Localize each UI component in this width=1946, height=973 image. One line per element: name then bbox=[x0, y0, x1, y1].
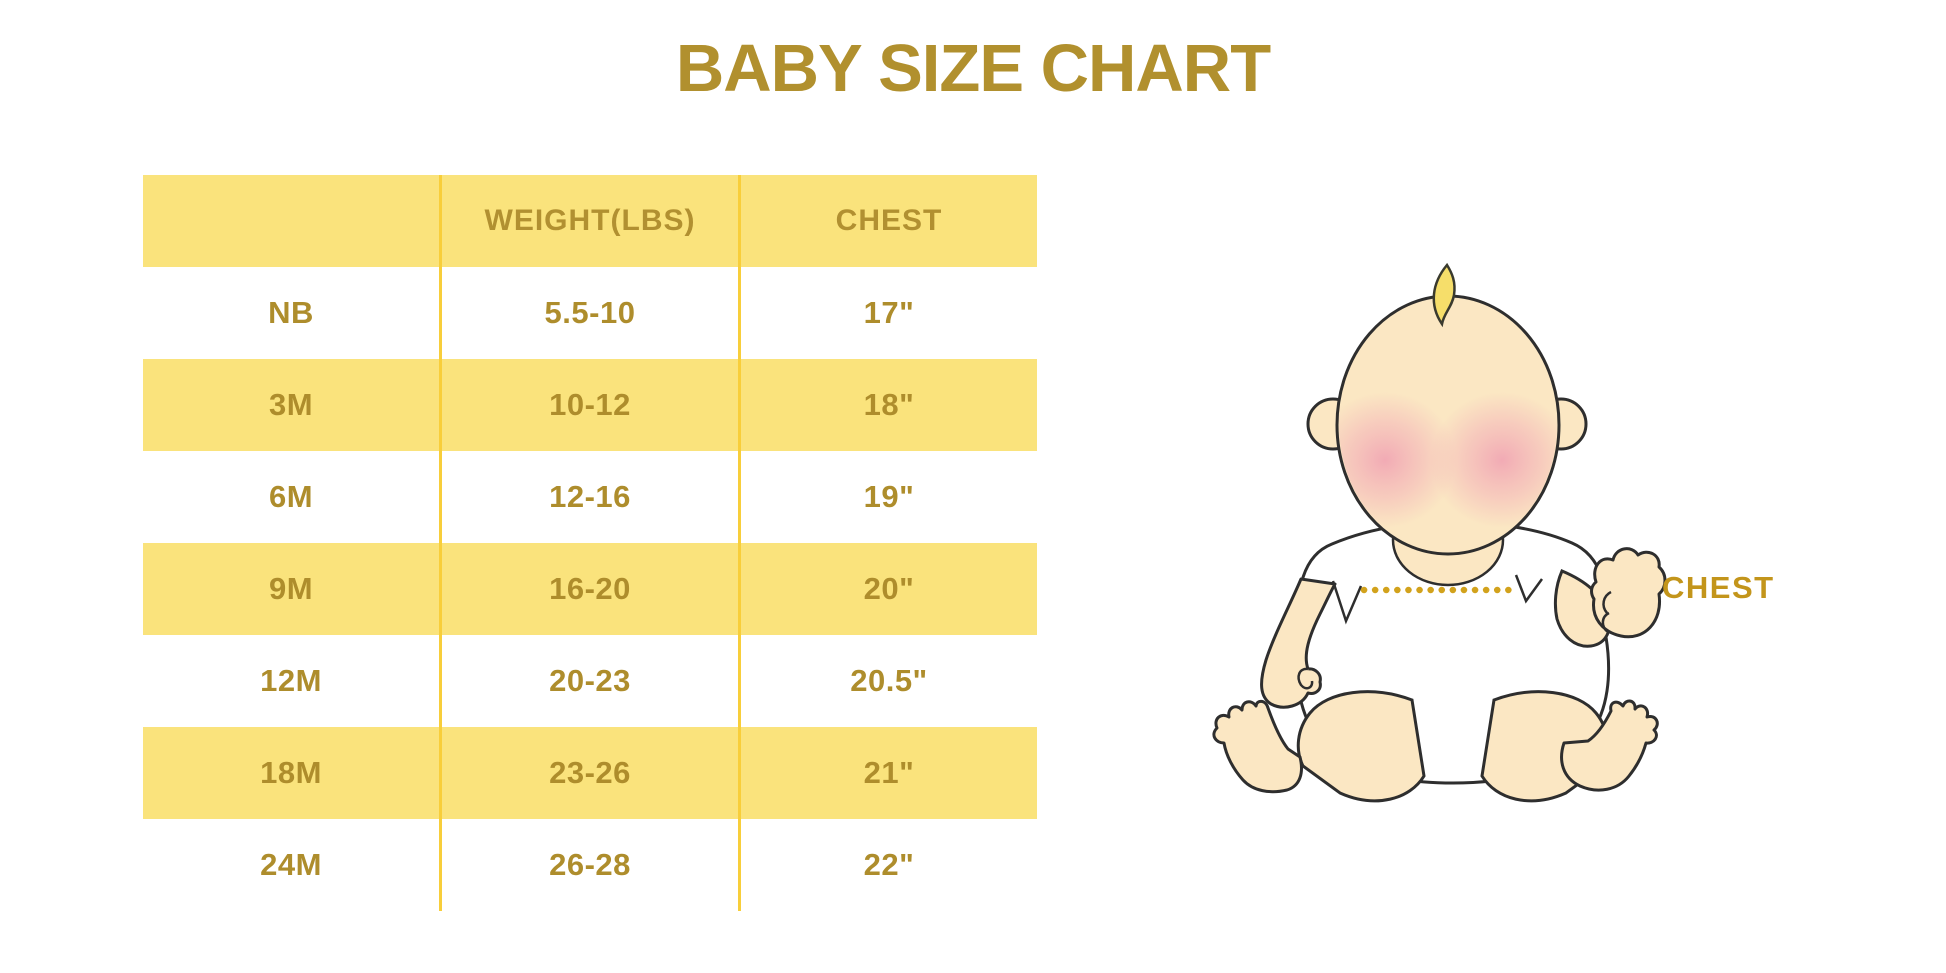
baby-hair-tuft bbox=[1432, 262, 1456, 328]
header-chest: CHEST bbox=[738, 175, 1037, 267]
weight-value: 26-28 bbox=[439, 819, 738, 911]
right-sleeve-notch bbox=[1514, 574, 1544, 604]
table-row: 12M 20-23 20.5" bbox=[143, 635, 1037, 727]
weight-value: 20-23 bbox=[439, 635, 738, 727]
baby-illustration bbox=[1212, 262, 1667, 803]
baby-arm-left bbox=[1260, 577, 1337, 709]
baby-leg-left bbox=[1296, 690, 1426, 803]
baby-fist-knuckle-1 bbox=[1602, 590, 1612, 614]
table-row: 18M 23-26 21" bbox=[143, 727, 1037, 819]
weight-value: 23-26 bbox=[439, 727, 738, 819]
chest-value: 21" bbox=[738, 727, 1037, 819]
chest-value: 17" bbox=[738, 267, 1037, 359]
header-size bbox=[143, 175, 439, 267]
left-sleeve-notch bbox=[1331, 580, 1363, 625]
baby-hand-left-finger bbox=[1297, 667, 1314, 690]
table-row: 3M 10-12 18" bbox=[143, 359, 1037, 451]
size-value: 18M bbox=[260, 755, 322, 790]
weight-value: 10-12 bbox=[439, 359, 738, 451]
header-weight: WEIGHT(LBS) bbox=[439, 175, 738, 267]
chest-value: 19" bbox=[738, 451, 1037, 543]
size-value: 3M bbox=[268, 387, 314, 422]
chest-value: 18" bbox=[738, 359, 1037, 451]
baby-blush-right bbox=[1430, 392, 1557, 528]
size-value: 9M bbox=[268, 571, 314, 606]
page-title: BABY SIZE CHART bbox=[675, 31, 1271, 106]
baby-fist-knuckle-2 bbox=[1601, 611, 1610, 634]
chest-measurement-label: CHEST bbox=[1662, 570, 1775, 605]
size-value: 6M bbox=[268, 479, 314, 514]
table-row: NB 5.5-10 17" bbox=[143, 267, 1037, 359]
chest-value: 22" bbox=[738, 819, 1037, 911]
weight-value: 16-20 bbox=[439, 543, 738, 635]
baby-foot-right bbox=[1560, 699, 1659, 792]
table-header-row: WEIGHT(LBS) CHEST bbox=[143, 175, 1037, 267]
size-value: 12M bbox=[260, 663, 322, 698]
table-row: 6M 12-16 19" bbox=[143, 451, 1037, 543]
chest-value: 20.5" bbox=[738, 635, 1037, 727]
weight-value: 5.5-10 bbox=[439, 267, 738, 359]
size-table: WEIGHT(LBS) CHEST NB 5.5-10 17" 3M 10-12… bbox=[143, 175, 1037, 911]
size-value: NB bbox=[268, 295, 314, 330]
size-value: 24M bbox=[260, 847, 322, 882]
weight-value: 12-16 bbox=[439, 451, 738, 543]
baby-foot-left bbox=[1212, 699, 1303, 794]
baby-fist-right bbox=[1590, 547, 1667, 639]
table-row: 24M 26-28 22" bbox=[143, 819, 1037, 911]
chest-value: 20" bbox=[738, 543, 1037, 635]
table-row: 9M 16-20 20" bbox=[143, 543, 1037, 635]
